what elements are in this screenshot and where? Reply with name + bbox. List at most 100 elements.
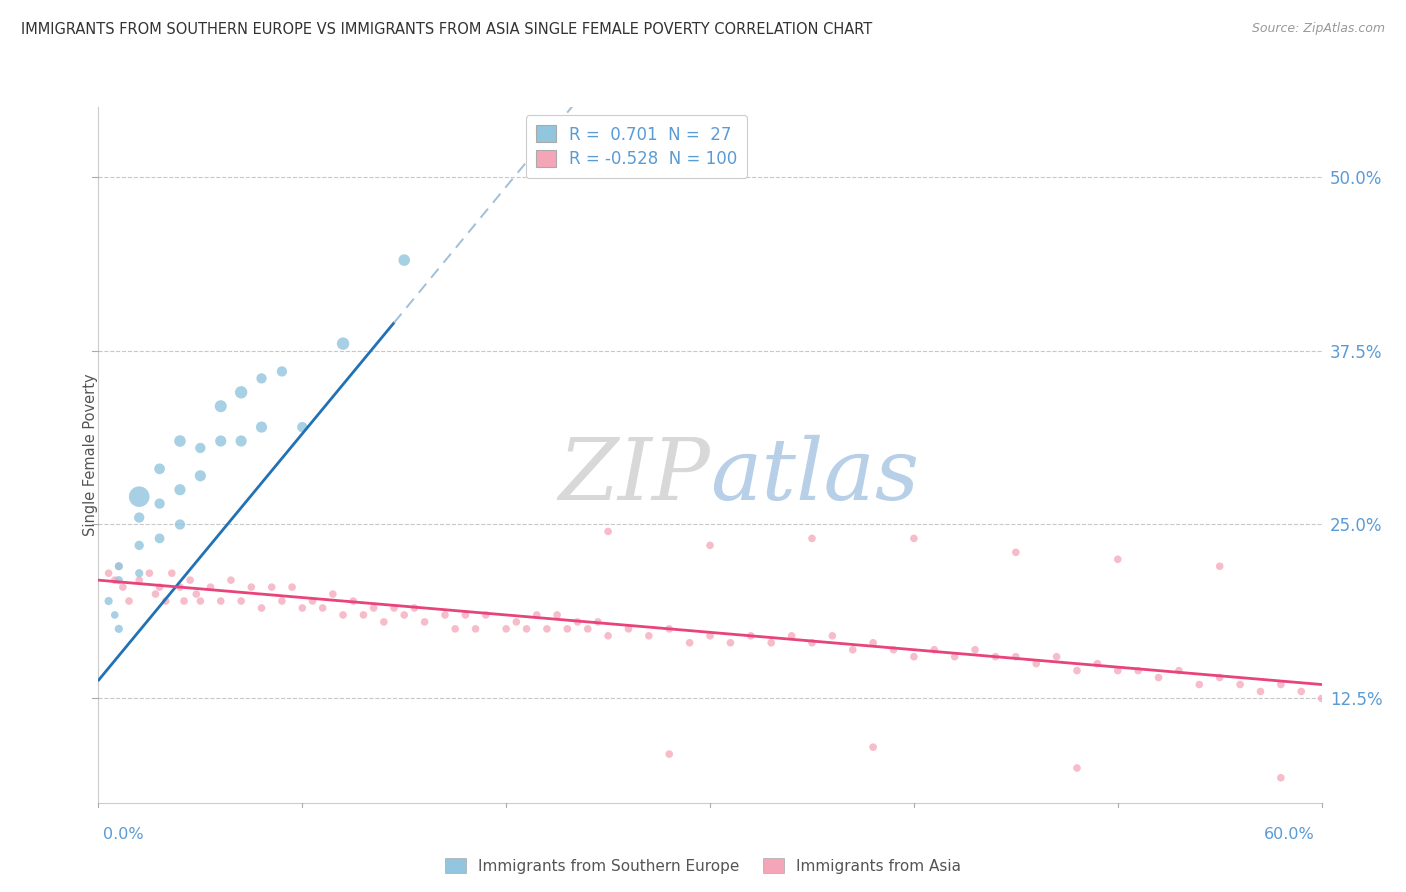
Point: [1107, 552, 1129, 566]
Point: [1188, 677, 1211, 691]
Point: [128, 510, 150, 524]
Point: [373, 615, 395, 629]
Point: [638, 629, 661, 643]
Point: [413, 615, 436, 629]
Point: [382, 601, 405, 615]
Point: [231, 434, 253, 448]
Point: [761, 636, 783, 650]
Point: [188, 441, 212, 455]
Point: [1249, 684, 1271, 698]
Point: [598, 524, 620, 539]
Point: [392, 607, 416, 622]
Point: [1004, 649, 1026, 664]
Point: [699, 629, 721, 643]
Point: [97, 594, 120, 608]
Point: [526, 607, 548, 622]
Point: [740, 629, 762, 643]
Point: [546, 607, 568, 622]
Point: [1209, 559, 1232, 574]
Point: [1270, 677, 1292, 691]
Point: [567, 615, 589, 629]
Point: [922, 642, 945, 657]
Point: [108, 622, 131, 636]
Point: [111, 580, 134, 594]
Point: [1128, 664, 1150, 678]
Point: [118, 594, 141, 608]
Point: [250, 601, 273, 615]
Point: [322, 587, 344, 601]
Point: [270, 594, 294, 608]
Point: [444, 622, 467, 636]
Point: [1045, 649, 1069, 664]
Point: [128, 573, 150, 587]
Point: [1066, 761, 1088, 775]
Point: [281, 580, 304, 594]
Point: [557, 622, 579, 636]
Point: [104, 573, 127, 587]
Point: [801, 636, 824, 650]
Point: [291, 601, 314, 615]
Point: [576, 622, 599, 636]
Point: [108, 559, 131, 574]
Point: [679, 636, 702, 650]
Point: [862, 740, 884, 755]
Point: [128, 538, 150, 552]
Point: [720, 636, 742, 650]
Point: [1147, 671, 1170, 685]
Legend: R =  0.701  N =  27, R = -0.528  N = 100: R = 0.701 N = 27, R = -0.528 N = 100: [526, 115, 748, 178]
Point: [231, 385, 253, 400]
Point: [138, 566, 160, 581]
Point: [903, 649, 925, 664]
Point: [598, 629, 620, 643]
Point: [404, 601, 426, 615]
Point: [495, 622, 517, 636]
Point: [586, 615, 609, 629]
Point: [1085, 657, 1108, 671]
Point: [1310, 691, 1333, 706]
Point: [1167, 664, 1189, 678]
Point: [270, 364, 294, 378]
Point: [658, 747, 681, 761]
Point: [188, 468, 212, 483]
Point: [97, 566, 120, 581]
Point: [801, 532, 824, 546]
Point: [943, 649, 966, 664]
Point: [903, 532, 925, 546]
Point: [434, 607, 457, 622]
Point: [145, 587, 167, 601]
Point: [108, 573, 131, 587]
Point: [188, 594, 212, 608]
Point: [984, 649, 1007, 664]
Point: [454, 607, 477, 622]
Point: [128, 490, 150, 504]
Point: [1229, 677, 1251, 691]
Point: [291, 420, 314, 434]
Point: [240, 580, 263, 594]
Point: [209, 399, 232, 413]
Point: [342, 594, 364, 608]
Y-axis label: Single Female Poverty: Single Female Poverty: [83, 374, 97, 536]
Point: [179, 573, 201, 587]
Legend: Immigrants from Southern Europe, Immigrants from Asia: Immigrants from Southern Europe, Immigra…: [439, 852, 967, 880]
Point: [1066, 664, 1088, 678]
Point: [883, 642, 905, 657]
Point: [699, 538, 721, 552]
Point: [658, 622, 681, 636]
Point: [1291, 684, 1313, 698]
Point: [149, 532, 172, 546]
Point: [149, 497, 172, 511]
Point: [219, 573, 242, 587]
Point: [169, 483, 191, 497]
Point: [160, 566, 183, 581]
Point: [209, 594, 232, 608]
Point: [312, 601, 335, 615]
Point: [1004, 545, 1026, 559]
Point: [301, 594, 323, 608]
Text: ZIP: ZIP: [558, 434, 710, 517]
Point: [780, 629, 803, 643]
Point: [352, 607, 374, 622]
Point: [149, 462, 172, 476]
Point: [169, 434, 191, 448]
Point: [231, 594, 253, 608]
Point: [186, 587, 208, 601]
